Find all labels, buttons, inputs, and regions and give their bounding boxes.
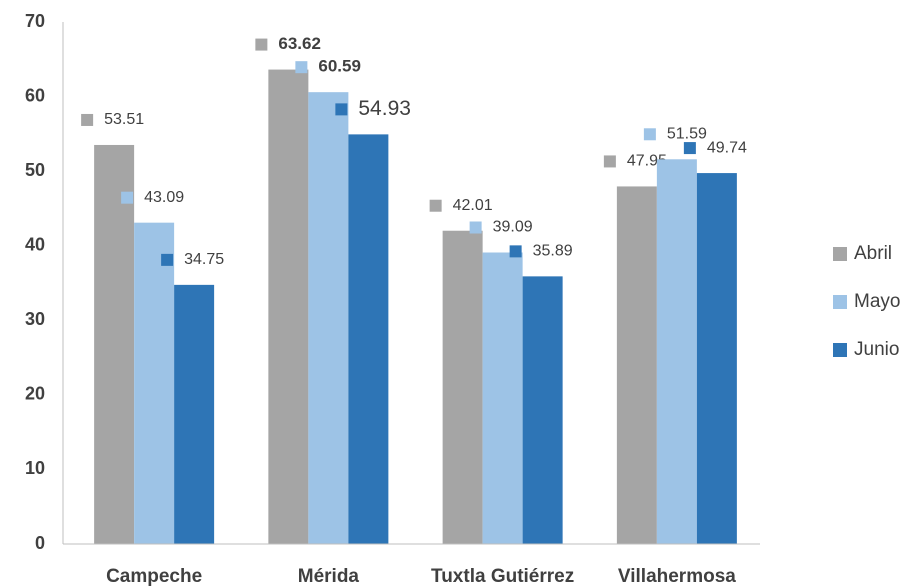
y-tick-label: 40 [25, 234, 45, 254]
data-label: 39.09 [493, 219, 533, 236]
data-label: 49.74 [707, 139, 747, 156]
data-label-key [469, 221, 482, 234]
y-tick-label: 30 [25, 309, 45, 329]
x-tick-label: Mérida [298, 566, 360, 587]
data-label-key [643, 128, 656, 141]
x-tick-label: Villahermosa [618, 566, 736, 587]
bar [616, 186, 657, 544]
bar [348, 134, 389, 544]
bar [308, 92, 349, 544]
bar [94, 144, 135, 544]
bar [656, 159, 697, 544]
data-label: 43.09 [144, 189, 184, 206]
bar [134, 222, 175, 545]
data-label: 35.89 [533, 243, 573, 260]
data-label: 54.93 [358, 97, 411, 120]
data-label-key [683, 142, 696, 155]
y-tick-label: 0 [35, 533, 45, 553]
legend-key [833, 343, 847, 357]
data-label-key [335, 103, 348, 116]
y-tick-label: 60 [25, 85, 45, 105]
data-label: 53.51 [104, 111, 144, 128]
legend-label: Mayo [854, 291, 900, 312]
data-label: 34.75 [184, 251, 224, 268]
legend-label: Junio [854, 339, 899, 360]
y-tick-label: 10 [25, 458, 45, 478]
data-label-key [81, 113, 94, 126]
legend-key [833, 295, 847, 309]
data-label-key [161, 253, 174, 266]
legend-key [833, 247, 847, 261]
bar [522, 276, 563, 544]
bar [442, 230, 483, 544]
bar [482, 252, 523, 544]
y-tick-label: 20 [25, 384, 45, 404]
data-label-key [429, 199, 442, 212]
data-label: 63.62 [278, 34, 321, 53]
x-tick-label: Tuxtla Gutiérrez [431, 566, 574, 587]
x-tick-label: Campeche [106, 566, 202, 587]
bar [174, 284, 215, 544]
data-label: 60.59 [318, 57, 361, 76]
data-label-key [603, 155, 616, 168]
data-label-key [509, 245, 522, 258]
data-label-key [295, 61, 308, 74]
data-label: 51.59 [667, 126, 707, 143]
legend-label: Abril [854, 243, 892, 264]
data-label-key [255, 38, 268, 51]
data-label-key [121, 191, 134, 204]
bar [268, 69, 309, 544]
y-tick-label: 50 [25, 160, 45, 180]
y-tick-label: 70 [25, 11, 45, 31]
bar [696, 173, 737, 544]
data-label: 42.01 [453, 197, 493, 214]
